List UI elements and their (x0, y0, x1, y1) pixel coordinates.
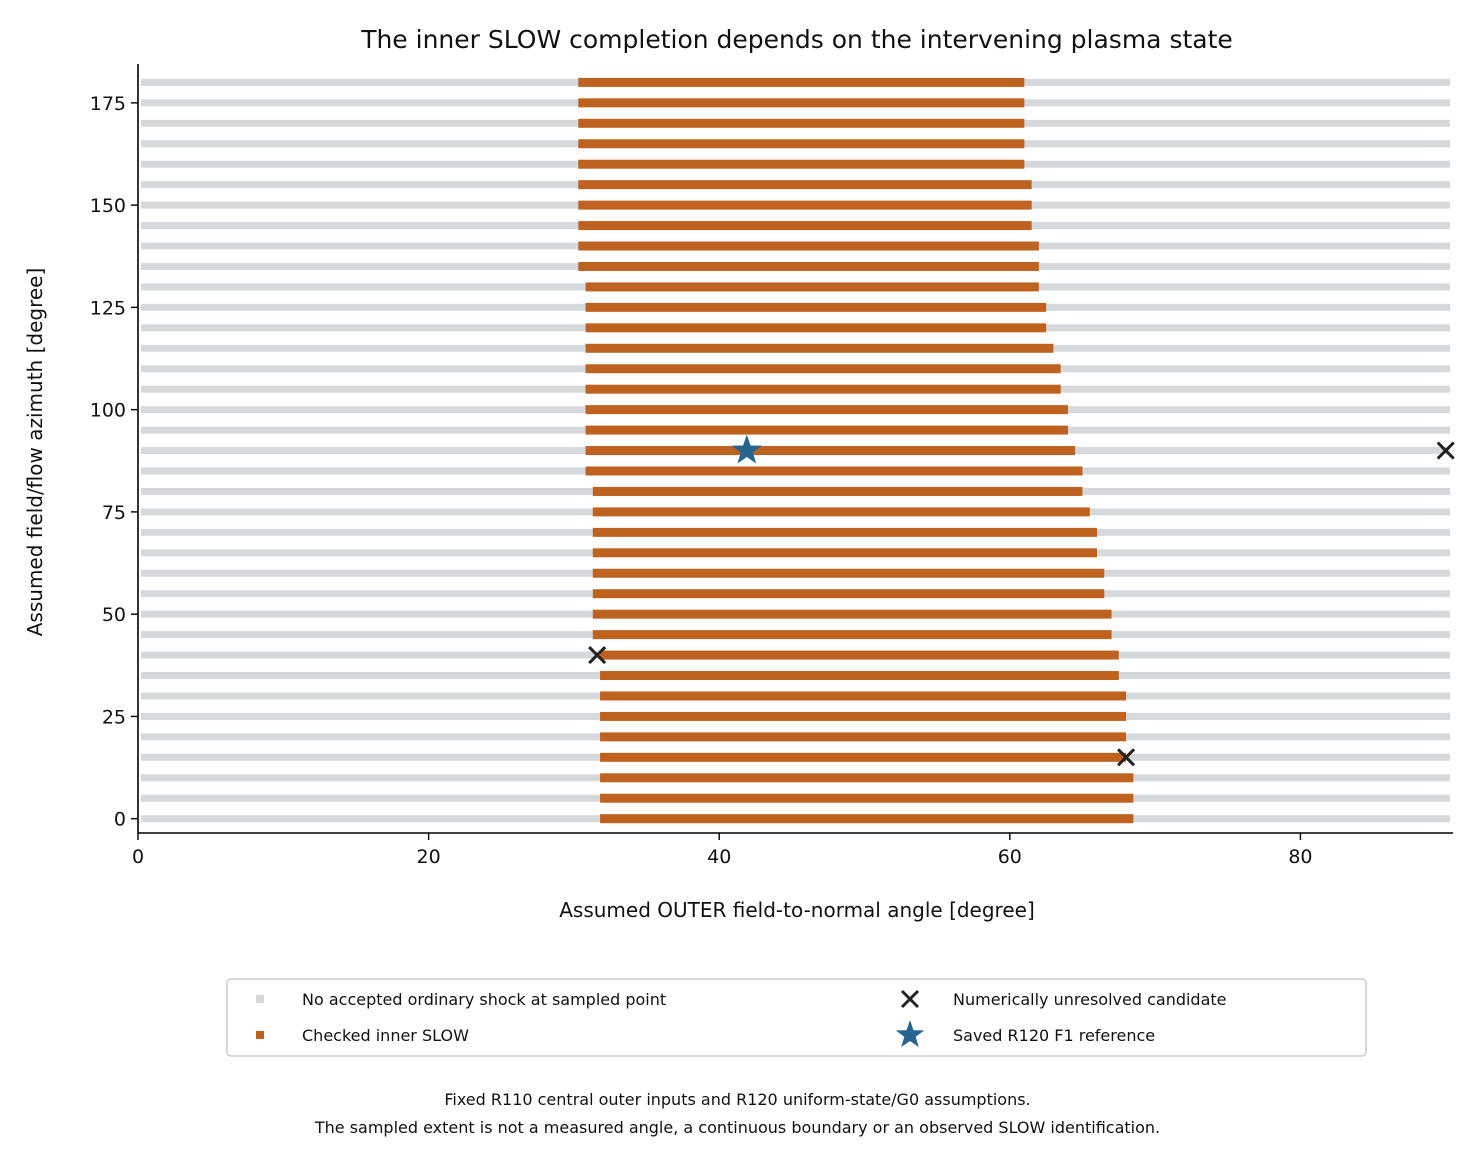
inner-slow-bar (600, 711, 1127, 721)
x-axis-label: Assumed OUTER field-to-normal angle [deg… (559, 898, 1035, 922)
inner-slow-bar (578, 241, 1039, 251)
axes-layer: 0 20 40 60 80 0 25 50 75 100 125 150 175 (90, 64, 1453, 868)
inner-slow-bar (578, 200, 1032, 210)
inner-slow-bar (600, 671, 1119, 681)
inner-slow-bar (592, 486, 1083, 496)
y-tick-label: 50 (102, 604, 126, 626)
inner-slow-bar (600, 691, 1127, 701)
footnote-line-1: Fixed R110 central outer inputs and R120… (444, 1090, 1031, 1109)
unresolved-marker (1117, 748, 1136, 767)
legend-swatch-no-accept (256, 995, 264, 1003)
inner-slow-bar (585, 446, 1076, 456)
inner-slow-bar (578, 261, 1039, 271)
legend-marker-unresolved (900, 989, 920, 1009)
inner-slow-bar (585, 425, 1068, 435)
legend-frame (226, 978, 1367, 1057)
x-tick-label: 20 (417, 846, 441, 868)
inner-slow-bar (578, 180, 1032, 190)
inner-slow-bar (585, 302, 1047, 312)
inner-slow-bar (578, 221, 1032, 231)
inner-slow-bar (592, 609, 1112, 619)
inner-slow-bar (585, 282, 1039, 292)
y-tick-label: 100 (90, 400, 126, 422)
inner-slow-bar (578, 159, 1025, 169)
inner-slow-bar (600, 650, 1119, 660)
inner-slow-bar (585, 343, 1054, 353)
inner-slow-bar (585, 364, 1061, 374)
legend-label-no-accept: No accepted ordinary shock at sampled po… (302, 990, 666, 1009)
y-tick-label: 125 (90, 297, 126, 319)
y-tick-label: 75 (102, 502, 126, 524)
reference-marker (731, 434, 763, 464)
inner-slow-bar (578, 98, 1025, 108)
inner-slow-bar (585, 323, 1047, 333)
legend-swatch-inner-slow (256, 1031, 264, 1039)
inner-slow-bar (592, 527, 1098, 537)
x-tick-label: 40 (707, 846, 731, 868)
inner-slow-bar (585, 384, 1061, 394)
inner-slow-bar (592, 507, 1090, 517)
x-tick-label: 80 (1288, 846, 1312, 868)
y-axis-label: Assumed field/flow azimuth [degree] (23, 268, 47, 637)
inner-slow-bar (592, 630, 1112, 640)
inner-slow-bar (600, 814, 1134, 824)
inner-slow-bar (600, 793, 1134, 803)
inner-slow-bar (592, 589, 1105, 599)
unresolved-marker (1436, 441, 1455, 460)
inner-slow-bar (592, 568, 1105, 578)
inner-slow-bar (585, 466, 1083, 476)
inner-slow-bar (578, 118, 1025, 128)
legend-label-inner-slow: Checked inner SLOW (302, 1026, 469, 1045)
y-tick-label: 150 (90, 195, 126, 217)
y-tick-label: 25 (102, 706, 126, 728)
chart-title: The inner SLOW completion depends on the… (360, 25, 1233, 54)
legend-marker-reference (895, 1020, 925, 1048)
legend: No accepted ordinary shock at sampled po… (226, 978, 1367, 1057)
inner-slow-bar (600, 732, 1127, 742)
markers-layer (588, 434, 1455, 767)
inner-slow-bar (592, 548, 1098, 558)
bars-layer (140, 77, 1451, 824)
y-tick-label: 0 (114, 809, 126, 831)
inner-slow-bar (578, 139, 1025, 149)
inner-slow-bar (578, 77, 1025, 87)
legend-label-reference: Saved R120 F1 reference (953, 1026, 1155, 1045)
legend-label-unresolved: Numerically unresolved candidate (953, 990, 1227, 1009)
footnote-line-2: The sampled extent is not a measured ang… (314, 1118, 1161, 1137)
inner-slow-bar (585, 405, 1068, 415)
unresolved-marker (588, 646, 607, 665)
x-tick-label: 60 (998, 846, 1022, 868)
y-tick-label: 175 (90, 93, 126, 115)
x-tick-label: 0 (132, 846, 144, 868)
inner-slow-bar (600, 752, 1127, 762)
inner-slow-bar (600, 773, 1134, 783)
